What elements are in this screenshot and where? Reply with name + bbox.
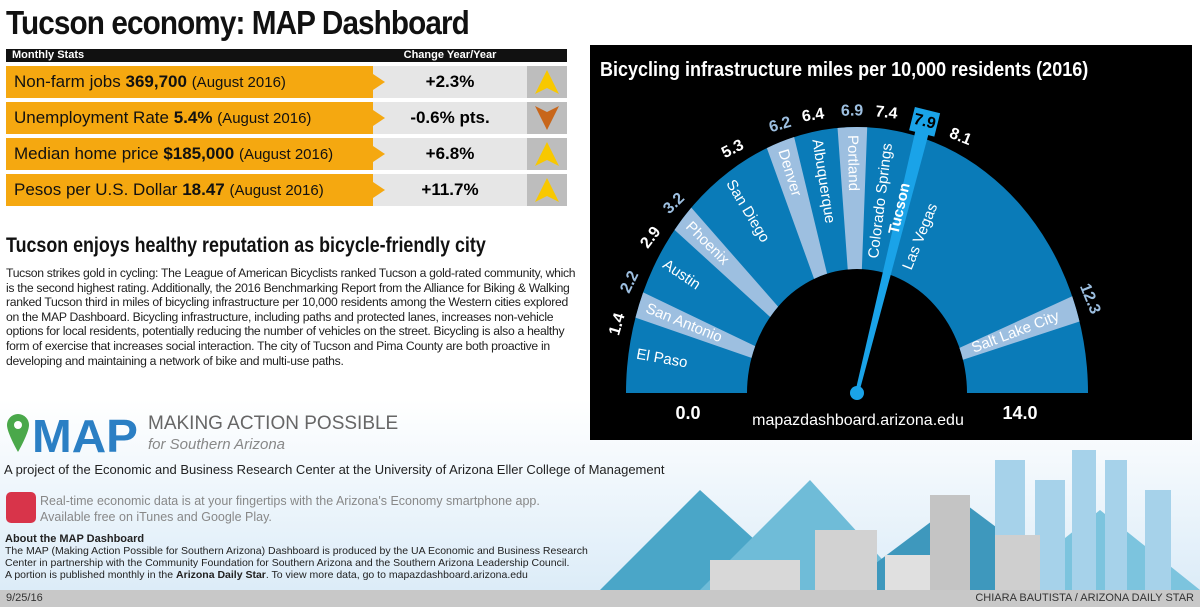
app-promo-line1: Real-time economic data is at your finge… xyxy=(40,494,540,508)
gauge-value-label: 6.2 xyxy=(767,114,793,137)
stat-value: 18.47 xyxy=(182,180,225,199)
gauge-max-label: 14.0 xyxy=(1002,403,1037,423)
about-line1: The MAP (Making Action Possible for Sout… xyxy=(5,545,588,557)
stats-rows: Non-farm jobs 369,700 (August 2016) +2.3%… xyxy=(6,66,567,206)
gauge-value-label: 1.4 xyxy=(606,311,629,337)
stat-date: (August 2016) xyxy=(191,74,286,91)
gauge-highlight-band xyxy=(635,292,756,358)
footer-bar: 9/25/16 CHIARA BAUTISTA / ARIZONA DAILY … xyxy=(0,590,1200,607)
cityscape-illustration xyxy=(600,450,1200,590)
page-title: Tucson economy: MAP Dashboard xyxy=(6,4,470,41)
brand-line2: for Southern Arizona xyxy=(148,436,286,453)
header-change: Change Year/Year xyxy=(403,49,497,61)
gauge-city-label: Portland xyxy=(844,135,862,191)
gauge-value-label: 12.3 xyxy=(1076,281,1103,316)
stat-label: Median home price $185,000 (August 2016) xyxy=(6,138,373,170)
footer-credit: CHIARA BAUTISTA / ARIZONA DAILY STAR xyxy=(975,592,1194,604)
gauge-value-label: 7.9 xyxy=(912,111,938,133)
about-line2: Center in partnership with the Community… xyxy=(5,557,570,569)
stat-change: +11.7% xyxy=(373,174,527,206)
gauge-needle-hub xyxy=(850,386,864,400)
gauge-highlight-band xyxy=(959,296,1080,360)
project-credit: A project of the Economic and Business R… xyxy=(4,462,665,477)
monthly-stats-table: Monthly Stats Change Year/Year Non-farm … xyxy=(6,49,567,206)
logo-text: MAP xyxy=(32,412,138,454)
stat-name: Pesos per U.S. Dollar xyxy=(14,180,178,199)
gauge-value-label: 6.4 xyxy=(801,105,826,125)
gauge-value-label: 5.3 xyxy=(719,137,747,162)
about-section: About the MAP Dashboard The MAP (Making … xyxy=(5,533,645,581)
brand-line1: MAKING ACTION POSSIBLE xyxy=(148,413,399,434)
gauge-value-label: 2.9 xyxy=(637,224,664,252)
gauge-highlight-band xyxy=(766,137,828,279)
gauge-needle xyxy=(855,117,932,394)
about-line3: A portion is published monthly in the Ar… xyxy=(5,569,645,581)
about-heading: About the MAP Dashboard xyxy=(5,533,145,545)
stat-name: Non-farm jobs xyxy=(14,72,121,91)
stat-row: Pesos per U.S. Dollar 18.47 (August 2016… xyxy=(6,174,567,206)
stat-row: Unemployment Rate 5.4% (August 2016) -0.6… xyxy=(6,102,567,134)
arrow-up-icon xyxy=(527,66,567,98)
stat-name: Unemployment Rate xyxy=(14,108,169,127)
gauge-value-label: 3.2 xyxy=(660,190,688,218)
stat-label: Pesos per U.S. Dollar 18.47 (August 2016… xyxy=(6,174,373,206)
stat-row: Median home price $185,000 (August 2016)… xyxy=(6,138,567,170)
eller-app-icon[interactable] xyxy=(6,492,36,523)
stat-change: -0.6% pts. xyxy=(373,102,527,134)
arrow-up-icon xyxy=(527,138,567,170)
arizona-daily-star: Arizona Daily Star xyxy=(176,569,266,581)
app-promo: Real-time economic data is at your finge… xyxy=(40,493,540,525)
gauge-value-label: 7.4 xyxy=(874,103,898,122)
tucson-value-bg xyxy=(909,107,941,137)
stat-date: (August 2016) xyxy=(229,182,324,199)
arrow-down-icon xyxy=(527,102,567,134)
stat-label: Unemployment Rate 5.4% (August 2016) xyxy=(6,102,373,134)
stat-change: +2.3% xyxy=(373,66,527,98)
stat-label: Non-farm jobs 369,700 (August 2016) xyxy=(6,66,373,98)
article-body: Tucson strikes gold in cycling: The Leag… xyxy=(6,266,576,368)
stat-date: (August 2016) xyxy=(238,146,334,163)
app-promo-line2: Available free on iTunes and Google Play… xyxy=(40,510,272,524)
gauge-source: mapazdashboard.arizona.edu xyxy=(752,412,964,429)
stat-value: 5.4% xyxy=(173,108,213,127)
article-heading: Tucson enjoys healthy reputation as bicy… xyxy=(6,234,486,257)
stat-row: Non-farm jobs 369,700 (August 2016) +2.3% xyxy=(6,66,567,98)
stat-value: $185,000 xyxy=(163,144,235,163)
gauge-min-label: 0.0 xyxy=(675,403,700,423)
about-line3-a: A portion is published monthly in the xyxy=(5,569,177,581)
gauge-highlight-band xyxy=(837,127,868,270)
stats-header: Monthly Stats Change Year/Year xyxy=(6,49,567,62)
gauge-value-label: 8.1 xyxy=(947,125,974,149)
header-monthly-stats: Monthly Stats xyxy=(12,49,85,61)
stat-value: 369,700 xyxy=(125,72,187,91)
gauge-highlight-band xyxy=(674,207,779,317)
stat-name: Median home price xyxy=(14,144,159,163)
bicycle-gauge-panel: Bicycling infrastructure miles per 10,00… xyxy=(590,45,1192,440)
gauge-value-label: 2.2 xyxy=(617,268,642,296)
about-line3-c: . To view more data, go to mapazdashboar… xyxy=(265,569,528,581)
stat-date: (August 2016) xyxy=(217,110,312,127)
stat-change: +6.8% xyxy=(373,138,527,170)
gauge-value-label: 6.9 xyxy=(841,102,864,119)
footer-date: 9/25/16 xyxy=(6,592,43,604)
chart-title: Bicycling infrastructure miles per 10,00… xyxy=(600,59,1089,81)
arrow-up-icon xyxy=(527,174,567,206)
map-logo: MAP xyxy=(7,412,138,454)
